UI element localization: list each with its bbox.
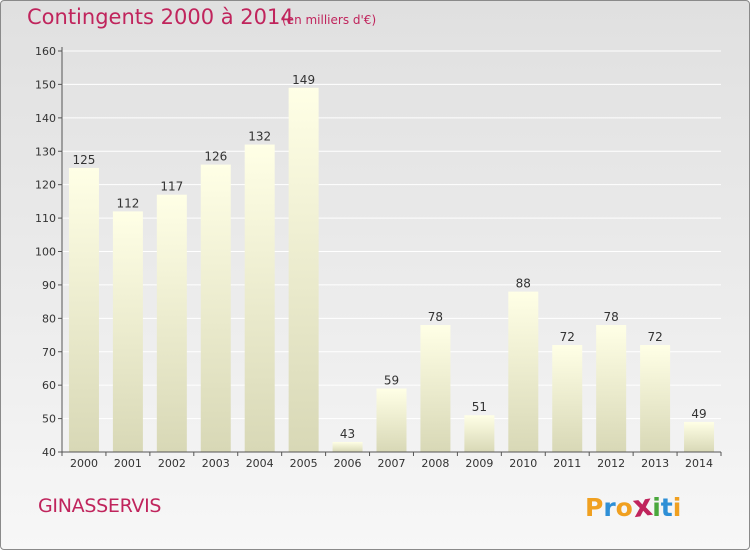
bar bbox=[640, 345, 671, 452]
data-label: 112 bbox=[116, 196, 139, 210]
bar bbox=[508, 291, 539, 452]
data-label: 49 bbox=[691, 407, 706, 421]
x-tick-label: 2000 bbox=[70, 457, 98, 470]
x-tick-label: 2003 bbox=[202, 457, 230, 470]
data-label: 88 bbox=[516, 277, 531, 291]
y-tick-label: 100 bbox=[35, 246, 56, 259]
x-tick-label: 2013 bbox=[641, 457, 669, 470]
data-label: 51 bbox=[472, 400, 487, 414]
bar bbox=[200, 164, 231, 452]
y-tick-label: 60 bbox=[42, 379, 56, 392]
data-label: 132 bbox=[248, 130, 271, 144]
y-tick-label: 140 bbox=[35, 112, 56, 125]
x-tick-label: 2009 bbox=[465, 457, 493, 470]
y-tick-label: 110 bbox=[35, 212, 56, 225]
x-tick-label: 2010 bbox=[509, 457, 537, 470]
y-tick-label: 130 bbox=[35, 145, 56, 158]
labels: 40 50 60 70 80 90 100 110 120 130 140 150 160 125 2000… bbox=[35, 45, 713, 470]
data-label: 72 bbox=[560, 330, 575, 344]
brand-letter: o bbox=[615, 493, 633, 522]
brand-letter: i bbox=[652, 493, 661, 522]
x-tick-label: 2014 bbox=[685, 457, 713, 470]
x-tick-label: 2004 bbox=[246, 457, 274, 470]
brand-logo: Proxiti bbox=[585, 487, 682, 526]
data-label: 117 bbox=[160, 180, 183, 194]
bar bbox=[684, 421, 715, 452]
bar bbox=[376, 388, 407, 452]
x-tick-label: 2001 bbox=[114, 457, 142, 470]
x-tick-label: 2002 bbox=[158, 457, 186, 470]
bar bbox=[420, 325, 451, 452]
bar bbox=[596, 325, 627, 452]
x-tick-label: 2011 bbox=[553, 457, 581, 470]
y-tick-label: 150 bbox=[35, 78, 56, 91]
data-label: 43 bbox=[340, 427, 355, 441]
brand-letter: x bbox=[630, 487, 655, 526]
bar bbox=[68, 167, 99, 453]
data-label: 78 bbox=[428, 310, 443, 324]
bar bbox=[332, 441, 363, 452]
x-tick-label: 2007 bbox=[378, 457, 406, 470]
data-label: 72 bbox=[647, 330, 662, 344]
chart-subtitle: (en milliers d'€) bbox=[282, 13, 377, 27]
x-tick-label: 2012 bbox=[597, 457, 625, 470]
bar bbox=[112, 211, 143, 452]
data-label: 126 bbox=[204, 150, 227, 164]
y-tick-label: 120 bbox=[35, 179, 56, 192]
x-tick-label: 2005 bbox=[290, 457, 318, 470]
bars bbox=[68, 87, 715, 453]
data-label: 125 bbox=[73, 153, 96, 167]
brand-letter: t bbox=[660, 493, 673, 522]
y-tick-label: 90 bbox=[42, 279, 56, 292]
data-label: 78 bbox=[604, 310, 619, 324]
y-tick-label: 80 bbox=[42, 312, 56, 325]
commune-name: GINASSERVIS bbox=[38, 495, 162, 517]
brand-letter: i bbox=[672, 493, 682, 522]
data-label: 149 bbox=[292, 73, 315, 87]
y-tick-label: 70 bbox=[42, 346, 56, 359]
y-tick-label: 40 bbox=[42, 446, 56, 459]
y-tick-label: 160 bbox=[35, 45, 56, 58]
bar bbox=[244, 144, 275, 453]
brand-letter: r bbox=[603, 493, 616, 522]
brand-letter: P bbox=[585, 493, 604, 522]
data-label: 59 bbox=[384, 374, 399, 388]
axes bbox=[58, 47, 722, 456]
y-tick-label: 50 bbox=[42, 413, 56, 426]
bar bbox=[156, 194, 187, 453]
x-tick-label: 2006 bbox=[334, 457, 362, 470]
bar bbox=[288, 87, 319, 452]
chart-title: Contingents 2000 à 2014 bbox=[27, 5, 294, 29]
x-tick-label: 2008 bbox=[421, 457, 449, 470]
bar bbox=[552, 345, 583, 452]
bar bbox=[464, 415, 495, 452]
